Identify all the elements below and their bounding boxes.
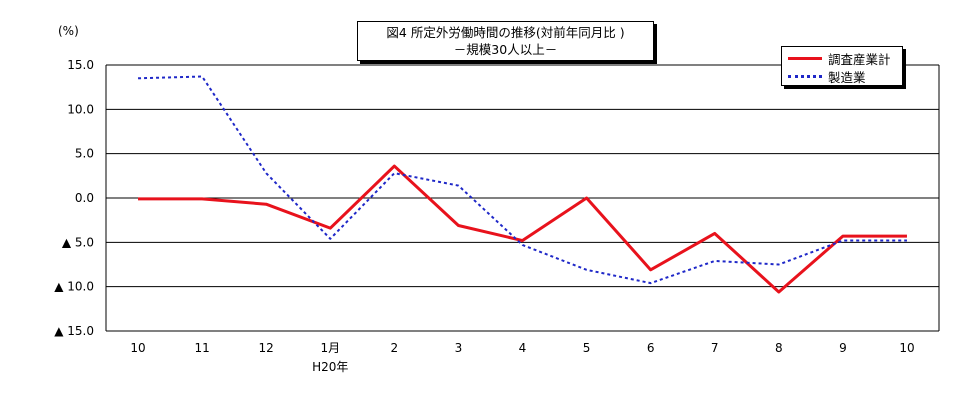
x-tick-label: 2: [391, 341, 399, 355]
chart-title: 図4 所定外労働時間の推移(対前年同月比 ): [386, 25, 625, 40]
x-tick-label: 11: [194, 341, 209, 355]
legend: 調査産業計 製造業: [781, 46, 903, 86]
y-tick-label: 5.0: [75, 147, 94, 161]
legend-label-series-1: 調査産業計: [828, 51, 891, 67]
chart-subtitle: －規模30人以上－: [453, 42, 558, 57]
legend-item-series-2: 製造業: [788, 67, 866, 85]
y-tick-label: ▲ 5.0: [62, 235, 94, 249]
x-tick-label: 7: [711, 341, 719, 355]
x-tick-label: 1月: [320, 341, 340, 355]
x-tick-label: 9: [839, 341, 847, 355]
x-tick-label: 5: [583, 341, 591, 355]
legend-swatch-solid: [788, 56, 822, 60]
x-tick-label: 8: [775, 341, 783, 355]
x-tick-label: 10: [130, 341, 145, 355]
y-tick-label: 0.0: [75, 191, 94, 205]
y-tick-label: ▲ 10.0: [54, 280, 94, 294]
y-tick-label: 15.0: [67, 58, 94, 72]
series-line-2: [138, 75, 907, 285]
x-tick-label: 3: [455, 341, 463, 355]
y-unit-label: (%): [58, 24, 79, 38]
x-tick-label: 12: [259, 341, 274, 355]
legend-label-series-2: 製造業: [828, 69, 866, 85]
y-tick-label: 10.0: [67, 102, 94, 116]
chart-title-box: 図4 所定外労働時間の推移(対前年同月比 ) －規模30人以上－: [357, 21, 654, 61]
x-tick-label: 4: [519, 341, 527, 355]
y-tick-label: ▲ 15.0: [54, 324, 94, 338]
series-line-1: [138, 164, 907, 294]
x-tick-sublabel: H20年: [312, 360, 348, 374]
x-tick-label: 6: [647, 341, 655, 355]
legend-item-series-1: 調査産業計: [788, 49, 891, 67]
x-tick-label: 10: [899, 341, 914, 355]
legend-swatch-dotted: [788, 74, 822, 78]
